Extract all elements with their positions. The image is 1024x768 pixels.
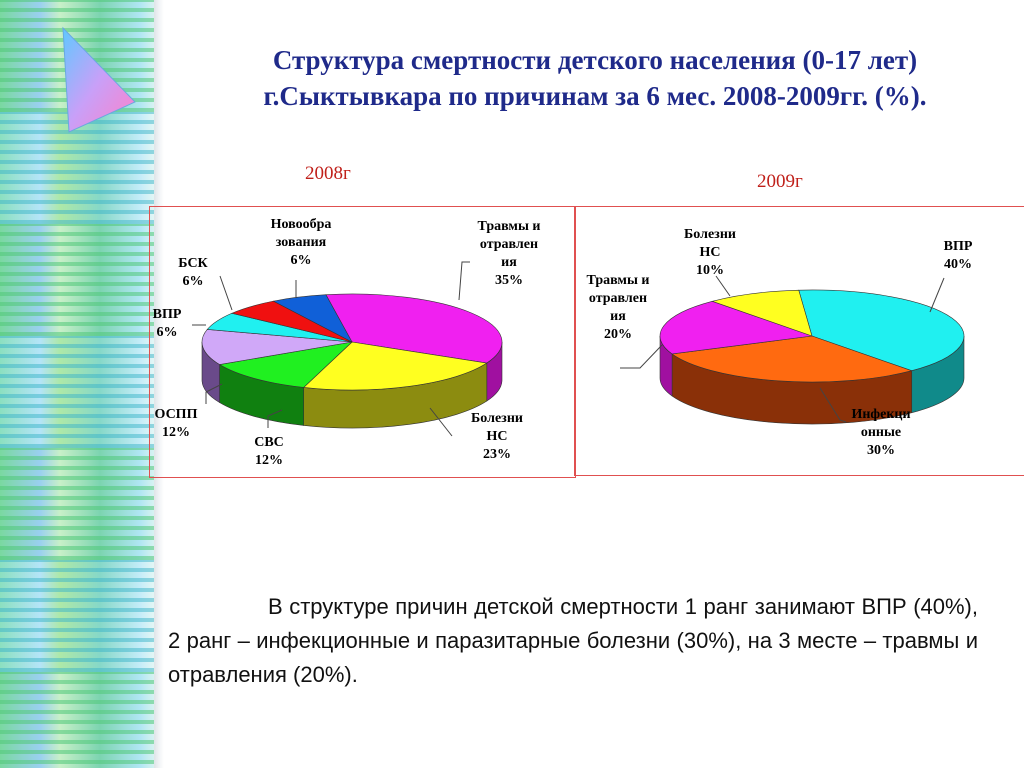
leader-2009-inf	[819, 387, 847, 423]
pie-slice-2008г-3	[201, 329, 353, 365]
decorative-side-strip	[0, 0, 160, 768]
label-2009-ns: Болезни НС 10%	[684, 227, 736, 278]
leader-2009-trauma	[620, 344, 663, 369]
summary-paragraph: В структуре причин детской смертности 1 …	[168, 594, 978, 687]
label-2008-vpr: ВПР 6%	[152, 307, 182, 340]
pie-slice-2008г-0	[325, 293, 503, 364]
chart-2009-title: 2009г	[757, 171, 803, 192]
pie-slice-2008г-6	[272, 294, 353, 343]
leader-2008-ns	[429, 407, 453, 437]
pie-slice-2009г-0	[798, 289, 965, 372]
page-title: Структура смертности детского населения …	[263, 45, 927, 111]
chart-2008-title: 2008г	[305, 163, 351, 184]
strip-shadow	[154, 0, 164, 768]
label-2009-inf: Инфекци онные 30%	[851, 407, 911, 458]
pie-slice-2009г-3	[711, 289, 813, 337]
pie-slice-2008г-1	[302, 341, 488, 391]
leader-2008-svs	[267, 409, 283, 428]
leader-2008-bsk	[219, 275, 233, 311]
leader-2008-trauma	[458, 261, 470, 301]
label-2008-ns: Болезни НС 23%	[471, 411, 523, 462]
leader-2009-ns	[715, 275, 731, 297]
chart-2009-frame	[574, 206, 1024, 476]
label-2008-neo: Новообра зования 6%	[270, 217, 332, 268]
pie-slice-2009г-2	[659, 300, 813, 355]
label-2009-trauma: Травмы и отравлен ия 20%	[586, 273, 650, 342]
label-2008-svs: СВС 12%	[254, 435, 284, 468]
leader-2009-vpr	[929, 277, 945, 313]
pie-slice-2009г-1	[671, 335, 913, 383]
label-2009-vpr: ВПР 40%	[943, 239, 973, 272]
label-2008-ospp: ОСПП 12%	[154, 407, 198, 440]
leader-2008-ospp	[205, 383, 223, 404]
pie-slice-2008г-2	[218, 341, 353, 388]
label-2008-bsk: БСК 6%	[178, 256, 208, 289]
triangle-logo-icon	[62, 26, 136, 133]
label-2008-trauma: Травмы и отравлен ия 35%	[477, 219, 541, 288]
chart-2008-frame	[149, 206, 576, 478]
